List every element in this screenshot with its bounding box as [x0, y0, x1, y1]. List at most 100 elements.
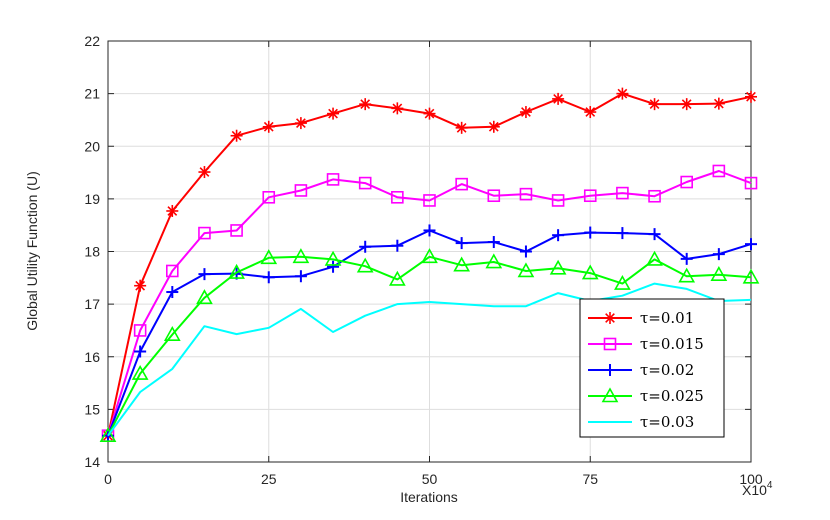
plus-marker — [584, 226, 597, 239]
triangle-marker — [356, 257, 374, 273]
square-marker — [744, 176, 758, 190]
triangle-marker — [163, 326, 181, 341]
square-marker — [487, 189, 501, 203]
series-4 — [99, 248, 760, 442]
plus-marker — [359, 240, 372, 253]
series-1 — [102, 87, 757, 442]
triangle-marker — [581, 264, 599, 280]
series-line — [107, 170, 752, 436]
plus-marker — [616, 227, 629, 240]
square-marker — [455, 177, 468, 191]
y-tick-label: 19 — [84, 191, 100, 207]
asterisk-marker — [230, 129, 243, 142]
square-marker — [583, 189, 597, 203]
square-marker — [616, 186, 629, 200]
y-tick-label: 18 — [84, 244, 100, 260]
series-group — [99, 87, 760, 442]
series-line — [107, 282, 752, 437]
asterisk-marker — [584, 106, 597, 119]
triangle-marker — [742, 268, 760, 284]
plus-marker — [391, 239, 404, 252]
legend: τ=0.01 τ=0.015 τ=0.02 τ=0.025 τ=0.03 — [579, 298, 725, 438]
plus-marker — [604, 364, 616, 376]
triangle-marker — [388, 270, 406, 286]
asterisk-marker — [712, 97, 725, 110]
plus-marker — [166, 286, 179, 299]
triangle-marker — [131, 364, 149, 380]
square-marker — [198, 226, 211, 240]
x-tick-label: 100 — [739, 471, 763, 487]
legend-label: τ=0.03 — [640, 413, 694, 431]
y-tick-label: 15 — [84, 401, 100, 417]
square-marker — [133, 324, 147, 337]
asterisk-marker — [134, 279, 147, 292]
plus-marker — [327, 260, 340, 273]
square-marker — [648, 189, 661, 203]
plus-marker — [423, 224, 436, 237]
asterisk-marker — [519, 106, 532, 119]
legend-box — [579, 298, 725, 438]
plus-marker — [487, 236, 500, 249]
asterisk-marker — [604, 312, 616, 324]
y-tick-label: 20 — [84, 138, 100, 154]
triangle-marker — [614, 274, 631, 290]
series-5 — [107, 282, 752, 437]
x-axis-ticks: 0 25 50 75 100 — [104, 41, 763, 487]
plus-marker — [680, 252, 693, 265]
triangle-marker — [453, 256, 471, 272]
legend-entry: τ=0.01 — [588, 309, 694, 327]
square-marker — [391, 190, 404, 204]
legend-label: τ=0.015 — [640, 335, 704, 353]
plus-marker — [552, 229, 565, 242]
legend-entry: τ=0.02 — [588, 361, 694, 379]
legend-label: τ=0.02 — [640, 361, 694, 379]
asterisk-marker — [327, 107, 340, 120]
asterisk-marker — [745, 90, 757, 103]
plus-marker — [294, 270, 307, 283]
plus-marker — [745, 238, 757, 251]
triangle-marker — [517, 262, 535, 278]
legend-entry: τ=0.015 — [588, 335, 704, 353]
triangle-marker — [421, 248, 438, 264]
asterisk-marker — [455, 121, 468, 134]
triangle-marker — [601, 387, 619, 403]
y-tick-label: 21 — [84, 86, 100, 102]
y-axis-label: Global Utility Function (U) — [24, 171, 40, 331]
x-tick-label: 25 — [261, 471, 277, 487]
square-marker — [294, 184, 308, 197]
square-marker — [423, 194, 436, 207]
legend-entry: τ=0.03 — [588, 413, 694, 431]
triangle-marker — [549, 259, 567, 275]
triangle-marker — [710, 266, 728, 281]
plus-marker — [262, 271, 275, 284]
x-axis-label: Iterations — [400, 489, 458, 505]
plus-marker — [648, 228, 661, 241]
asterisk-marker — [198, 166, 211, 179]
x-multiplier-base: X10 — [742, 482, 767, 498]
asterisk-marker — [552, 92, 565, 105]
legend-label: τ=0.01 — [640, 309, 694, 327]
triangle-marker — [485, 253, 503, 269]
asterisk-marker — [648, 98, 661, 111]
y-tick-label: 17 — [84, 296, 100, 312]
x-tick-label: 75 — [582, 471, 598, 487]
legend-label: τ=0.025 — [640, 387, 704, 405]
triangle-marker — [99, 427, 117, 442]
square-marker — [603, 337, 617, 351]
square-marker — [230, 224, 243, 237]
legend-entry: τ=0.025 — [588, 387, 704, 405]
plus-marker — [134, 345, 147, 358]
triangle-marker — [228, 263, 245, 279]
asterisk-marker — [166, 204, 179, 217]
y-tick-label: 22 — [84, 33, 100, 49]
asterisk-marker — [423, 107, 436, 120]
square-marker — [326, 173, 340, 186]
asterisk-marker — [616, 87, 629, 100]
square-marker — [358, 176, 372, 190]
triangle-marker — [324, 250, 342, 266]
square-marker — [166, 264, 179, 278]
asterisk-marker — [391, 102, 404, 115]
square-marker — [262, 190, 276, 204]
y-tick-label: 14 — [84, 454, 100, 470]
